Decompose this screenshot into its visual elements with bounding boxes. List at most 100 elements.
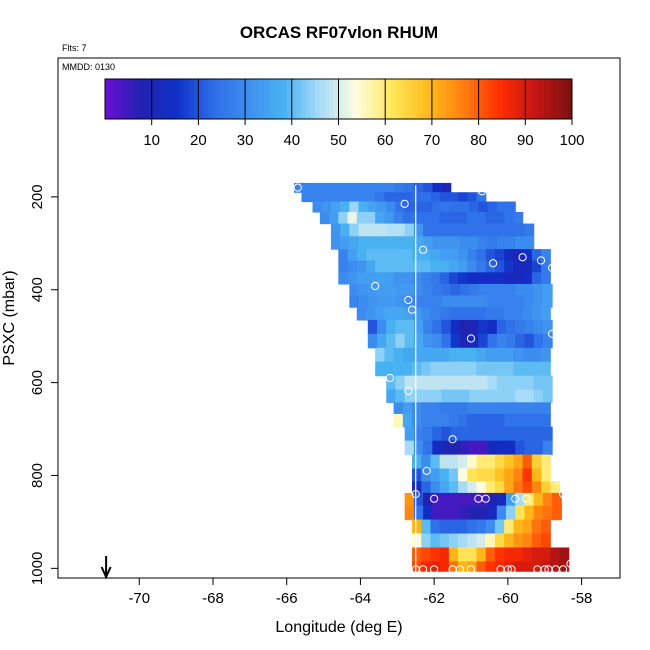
colorbar-segment [170,79,176,119]
heatmap-cell [395,236,406,250]
heatmap-cell [506,295,516,308]
heatmap-cell [485,361,496,377]
heatmap-cell [496,492,507,507]
heatmap-cell [421,211,432,225]
heatmap-cell [522,468,533,482]
heatmap-cell [448,192,459,203]
heatmap-cell [496,319,507,335]
observation-point [418,245,428,254]
observation-point [396,565,406,574]
heatmap-cell [485,249,496,262]
observation-point [559,489,568,499]
heatmap-cell [476,454,487,470]
heatmap-cell [395,182,406,193]
heatmap-cell [402,402,413,415]
heatmap-cell [432,440,443,456]
colorbar-tick-label: 50 [330,132,347,149]
heatmap-cell [450,426,461,442]
heatmap-cell [421,454,432,470]
heatmap-cell [533,295,544,308]
heatmap-cell [413,492,424,507]
heatmap-cell [524,333,535,349]
observation-point [404,386,413,396]
heatmap-cell [522,519,533,535]
heatmap-cell [469,492,479,507]
heatmap-cell [432,201,443,213]
heatmap-cell [393,192,404,203]
colorbar-segment [459,79,466,119]
heatmap-cell [487,375,498,391]
heatmap-cell [469,389,479,403]
heatmap-cell [330,223,341,237]
heatmap-cell [421,402,432,415]
heatmap-cell [377,295,387,308]
heatmap-cell [386,223,397,237]
heatmap-cell [413,319,424,335]
observation-point [466,334,476,343]
heatmap-cell [439,211,450,225]
heatmap-cell [513,547,524,562]
heatmap-cell [531,347,542,363]
heatmap-cell [340,223,350,237]
heatmap-cell [432,333,443,349]
heatmap-cell [312,201,323,213]
heatmap-cell [448,402,459,415]
heatmap-cell [404,426,415,442]
heatmap-cell [330,201,341,213]
colorbar-segment [114,79,120,119]
heatmap-cell [441,236,452,250]
heatmap-cell [412,347,422,363]
heatmap-cell [395,223,406,237]
observation-point [547,329,557,338]
heatmap-cell [395,375,406,391]
x-axis-label: Longitude (deg E) [275,619,402,636]
heatmap-cell [430,468,441,482]
heatmap-cell [494,272,505,285]
heatmap-cell [338,260,349,273]
heatmap-cell [459,201,470,213]
heatmap-cell [441,295,452,308]
heatmap-cell [513,519,524,535]
heatmap-cell [469,223,479,237]
heatmap-cell [515,492,526,507]
heatmap-cell [476,561,487,572]
colorbar-segment [361,79,368,119]
colorbar-segment [408,79,414,119]
heatmap-cell [542,283,553,297]
heatmap-cell [531,260,542,273]
colorbar-segment [212,79,218,119]
heatmap-cell [487,319,498,335]
y-tick-label: 600 [29,370,46,395]
heatmap-cell [448,347,459,363]
heatmap-cell [432,236,443,250]
heatmap-cell [459,426,470,442]
heatmap-cell [384,249,395,262]
heatmap-cell [515,505,526,521]
heatmap-cell [515,295,526,308]
heatmap-cell [356,307,367,321]
heatmap-cell [356,211,367,225]
heatmap-cell [459,236,470,250]
heatmap-cell [541,307,551,321]
heatmap-cell [476,547,487,562]
heatmap-cell [541,249,551,262]
heatmap-cell [541,272,551,285]
heatmap-cell [432,505,443,521]
heatmap-cell [467,547,478,562]
heatmap-cell [432,223,443,237]
heatmap-cell [421,272,432,285]
heatmap-cell [349,182,360,193]
heatmap-cell [441,283,452,297]
heatmap-cell [504,249,514,262]
heatmap-cell [467,533,478,549]
heatmap-cell [430,481,441,494]
heatmap-cell [531,361,542,377]
heatmap-cell [358,283,369,297]
heatmap-cell [522,347,533,363]
colorbar-segment [156,79,162,119]
heatmap-cell [542,440,553,456]
colorbar-segment [464,79,470,119]
heatmap-cell [506,389,516,403]
heatmap-cell [404,492,415,507]
heatmap-cell [487,236,498,250]
